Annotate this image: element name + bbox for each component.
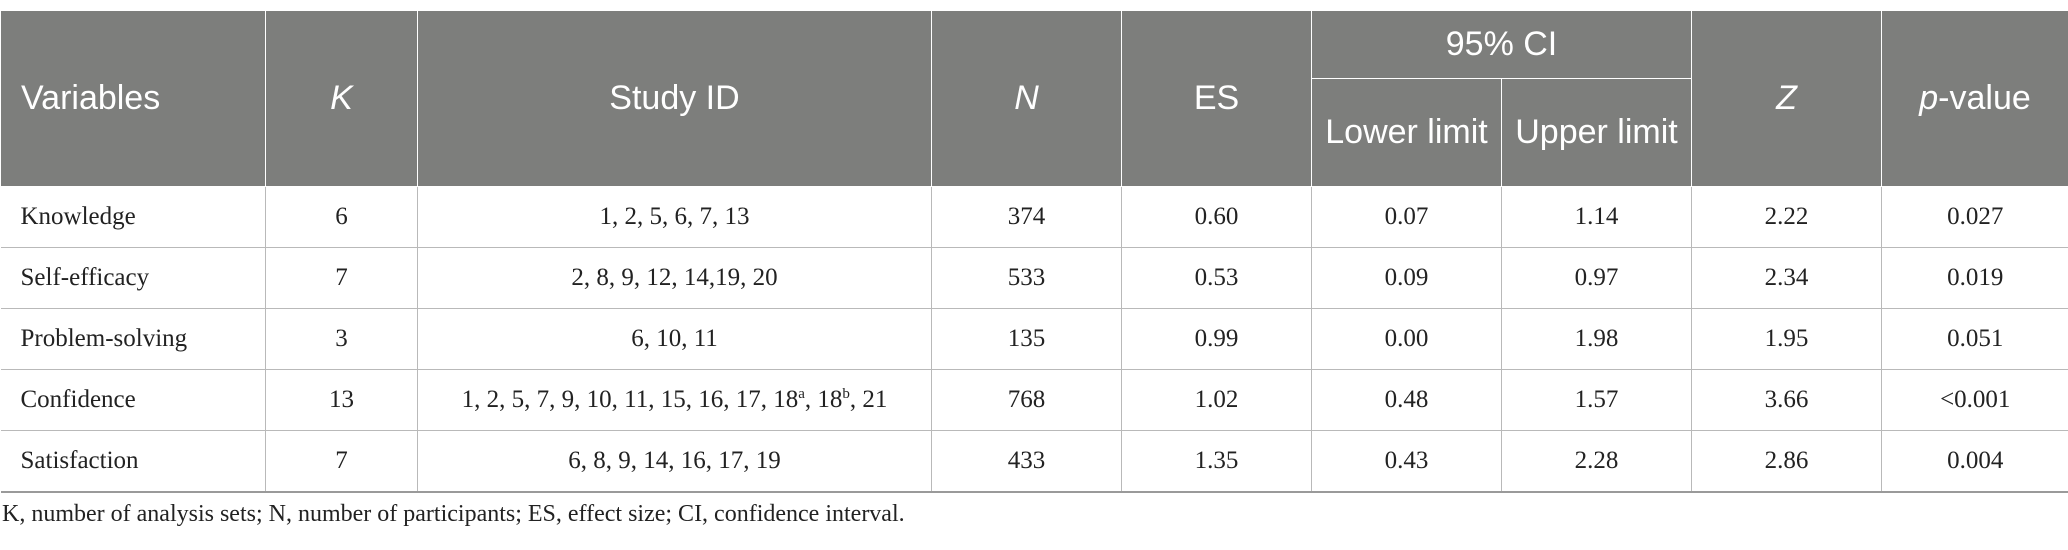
- cell-study-id: 6, 10, 11: [417, 308, 932, 370]
- study-id-part: 1, 2, 5, 7, 9, 10, 11, 15, 16, 17, 18: [461, 386, 799, 413]
- cell-study-id: 1, 2, 5, 6, 7, 13: [417, 186, 932, 248]
- header-ci: 95% CI: [1311, 10, 1692, 79]
- cell-lower: 0.09: [1311, 247, 1502, 309]
- cell-k: 6: [265, 186, 418, 248]
- cell-p: 0.004: [1881, 430, 2068, 493]
- cell-n: 433: [931, 430, 1122, 493]
- cell-lower: 0.43: [1311, 430, 1502, 493]
- cell-z: 2.86: [1691, 430, 1882, 493]
- cell-variable: Knowledge: [0, 186, 266, 248]
- header-p-value: p-value: [1881, 10, 2068, 187]
- meta-analysis-table: Variables K Study ID N ES 95% CI Z p-val…: [0, 10, 2068, 493]
- cell-k: 7: [265, 247, 418, 309]
- header-upper-limit: Upper limit: [1501, 78, 1692, 187]
- table-container: Variables K Study ID N ES 95% CI Z p-val…: [0, 10, 2068, 528]
- cell-upper: 2.28: [1501, 430, 1692, 493]
- header-k: K: [265, 10, 418, 187]
- header-p-rest: -value: [1938, 79, 2031, 118]
- cell-n: 135: [931, 308, 1122, 370]
- cell-study-id: 1, 2, 5, 7, 9, 10, 11, 15, 16, 17, 18a, …: [417, 369, 932, 431]
- cell-es: 0.99: [1121, 308, 1312, 370]
- superscript-b: b: [842, 386, 850, 402]
- cell-lower: 0.48: [1311, 369, 1502, 431]
- cell-p: 0.019: [1881, 247, 2068, 309]
- cell-variable: Self-efficacy: [0, 247, 266, 309]
- table-row: Confidence 13 1, 2, 5, 7, 9, 10, 11, 15,…: [0, 369, 2068, 431]
- cell-upper: 0.97: [1501, 247, 1692, 309]
- cell-n: 374: [931, 186, 1122, 248]
- cell-upper: 1.14: [1501, 186, 1692, 248]
- cell-variable: Satisfaction: [0, 430, 266, 493]
- table-row: Problem-solving 3 6, 10, 11 135 0.99 0.0…: [0, 308, 2068, 370]
- header-z: Z: [1691, 10, 1882, 187]
- cell-es: 1.02: [1121, 369, 1312, 431]
- cell-study-id: 2, 8, 9, 12, 14,19, 20: [417, 247, 932, 309]
- cell-k: 13: [265, 369, 418, 431]
- table-row: Self-efficacy 7 2, 8, 9, 12, 14,19, 20 5…: [0, 247, 2068, 309]
- header-p-italic: p: [1919, 79, 1939, 118]
- cell-lower: 0.00: [1311, 308, 1502, 370]
- cell-n: 533: [931, 247, 1122, 309]
- header-variables: Variables: [0, 10, 266, 187]
- cell-z: 3.66: [1691, 369, 1882, 431]
- superscript-a: a: [798, 386, 805, 402]
- cell-p: 0.051: [1881, 308, 2068, 370]
- cell-variable: Confidence: [0, 369, 266, 431]
- cell-upper: 1.98: [1501, 308, 1692, 370]
- table-body: Knowledge 6 1, 2, 5, 6, 7, 13 374 0.60 0…: [0, 186, 2068, 493]
- study-id-part: , 21: [849, 386, 888, 413]
- cell-n: 768: [931, 369, 1122, 431]
- cell-study-id: 6, 8, 9, 14, 16, 17, 19: [417, 430, 932, 493]
- cell-es: 1.35: [1121, 430, 1312, 493]
- cell-z: 2.22: [1691, 186, 1882, 248]
- study-id-part: , 18: [804, 386, 843, 413]
- cell-z: 1.95: [1691, 308, 1882, 370]
- cell-lower: 0.07: [1311, 186, 1502, 248]
- table-row: Satisfaction 7 6, 8, 9, 14, 16, 17, 19 4…: [0, 430, 2068, 493]
- header-study-id: Study ID: [417, 10, 932, 187]
- header-es: ES: [1121, 10, 1312, 187]
- table-row: Knowledge 6 1, 2, 5, 6, 7, 13 374 0.60 0…: [0, 186, 2068, 248]
- cell-z: 2.34: [1691, 247, 1882, 309]
- table-footnote: K, number of analysis sets; N, number of…: [2, 501, 905, 527]
- cell-p: <0.001: [1881, 369, 2068, 431]
- cell-k: 3: [265, 308, 418, 370]
- header-n: N: [931, 10, 1122, 187]
- cell-k: 7: [265, 430, 418, 493]
- table-header: Variables K Study ID N ES 95% CI Z p-val…: [0, 10, 2068, 187]
- cell-variable: Problem-solving: [0, 308, 266, 370]
- cell-p: 0.027: [1881, 186, 2068, 248]
- header-lower-limit: Lower limit: [1311, 78, 1502, 187]
- cell-es: 0.53: [1121, 247, 1312, 309]
- cell-upper: 1.57: [1501, 369, 1692, 431]
- cell-es: 0.60: [1121, 186, 1312, 248]
